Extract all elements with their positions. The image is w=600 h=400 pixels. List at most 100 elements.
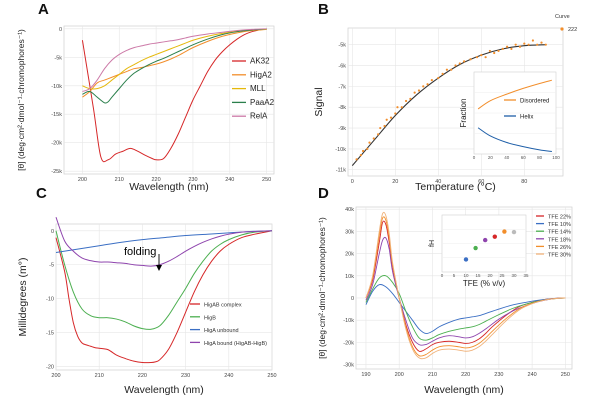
data-point (523, 42, 526, 45)
x-axis-title: Wavelength (nm) (424, 384, 504, 396)
data-point (445, 68, 448, 71)
x-tick-label: 240 (225, 177, 234, 183)
x-tick-label: 250 (561, 372, 570, 378)
legend-label: HigB (204, 315, 216, 321)
x-tick-label: 230 (188, 177, 197, 183)
data-point (540, 41, 543, 44)
y-tick-label: 10k (345, 274, 354, 280)
panel-a: A 0 -5k -10k -15k -20k -25k 200 210 220 230 240 250 A… (16, 1, 275, 193)
series-line (82, 28, 267, 104)
x-tick-label: 230 (494, 372, 503, 378)
legend-label: 222 (568, 27, 577, 33)
y-tick-label: -10k (51, 84, 62, 90)
legend-label: AK32 (250, 57, 270, 66)
y-tick-label: -9k (338, 126, 346, 132)
y-tick-label: -6k (338, 64, 346, 70)
y-tick-label: -30k (343, 363, 354, 369)
annotation-arrowhead (156, 265, 162, 271)
series-line (55, 217, 273, 267)
inset-x-tick-label: 0 (441, 273, 444, 278)
data-point (463, 60, 466, 63)
y-tick-label: -20k (51, 141, 62, 147)
inset-x-tick-label: 30 (511, 273, 517, 278)
legend-label: TFE 30% (548, 253, 571, 259)
inset-x-tick-label: 100 (552, 155, 560, 160)
data-point (531, 39, 535, 42)
legend-label: TFE 14% (548, 230, 571, 236)
data-point (404, 99, 408, 103)
x-tick-label: 200 (51, 373, 60, 379)
y-tick-label: -7k (338, 84, 346, 90)
data-point (413, 91, 416, 94)
data-point (366, 147, 369, 151)
x-tick-label: 230 (181, 373, 190, 379)
x-tick-label: 200 (395, 372, 404, 378)
y-tick-label: 40k (345, 207, 354, 213)
data-point (355, 158, 358, 161)
data-point (497, 49, 500, 53)
series-line (55, 230, 273, 330)
data-point (488, 49, 491, 53)
y-tick-label: -11k (336, 168, 347, 174)
series-line (365, 216, 566, 357)
data-point (484, 56, 487, 59)
data-point (454, 64, 457, 67)
x-tick-label: 210 (428, 372, 437, 378)
data-point (377, 133, 380, 136)
y-tick-label: 0 (51, 229, 54, 235)
legend-label: MLL (250, 84, 266, 93)
x-tick-label: 80 (521, 179, 527, 185)
data-point (426, 83, 429, 86)
y-tick-label: 0 (59, 27, 62, 33)
data-point (536, 43, 539, 46)
inset-x-tick-label: 20 (488, 155, 494, 160)
x-tick-label: 210 (95, 373, 104, 379)
data-point (514, 43, 517, 46)
y-tick-label: -5k (54, 55, 62, 61)
data-point (389, 116, 393, 119)
inset-x-axis-title: TFE (% v/v) (463, 279, 506, 288)
data-point (368, 141, 371, 144)
x-tick-label: 250 (262, 177, 271, 183)
y-axis-title: Signal (313, 87, 325, 116)
x-axis-title: Wavelength (nm) (129, 181, 209, 193)
x-tick-label: 60 (478, 179, 484, 185)
inset-x-tick-label: 25 (499, 273, 505, 278)
legend-label: TFE 18% (548, 237, 571, 243)
y-tick-label: -15k (51, 112, 62, 118)
inset-x-tick-label: 15 (475, 273, 481, 278)
legend-marker (560, 27, 564, 31)
y-axis-title: Millidegrees (m°) (17, 258, 29, 337)
inset-data-point (502, 229, 507, 234)
y-tick-label: -20k (343, 340, 354, 346)
data-point (394, 112, 397, 115)
y-axis-title: [θ] (deg·cm²·dmol⁻¹·chromophores⁻¹) (16, 29, 26, 171)
legend-label: TFE 26% (548, 245, 571, 251)
data-point (475, 56, 479, 59)
data-point (510, 47, 513, 50)
series-line (365, 211, 566, 360)
panel-label: A (38, 1, 49, 18)
y-tick-label: -10k (335, 147, 346, 153)
y-tick-label: -5 (49, 263, 54, 269)
x-tick-label: 20 (392, 179, 398, 185)
x-tick-label: 190 (361, 372, 370, 378)
inset-x-tick-label: 60 (521, 155, 527, 160)
data-point (437, 76, 440, 80)
series-line (365, 236, 566, 346)
inset-x-tick-label: 0 (473, 155, 476, 160)
y-tick-label: -8k (338, 105, 346, 111)
data-point (518, 45, 522, 48)
legend-label: Helix (520, 115, 533, 121)
series-line (365, 220, 566, 352)
inset-x-tick-label: 10 (463, 273, 469, 278)
data-point (450, 68, 453, 71)
x-tick-label: 220 (461, 372, 470, 378)
y-tick-label: 0 (351, 296, 354, 302)
data-point (361, 149, 365, 153)
inset-x-tick-label: 20 (487, 273, 493, 278)
x-tick-label: 40 (435, 179, 441, 185)
x-tick-label: 200 (78, 177, 87, 183)
